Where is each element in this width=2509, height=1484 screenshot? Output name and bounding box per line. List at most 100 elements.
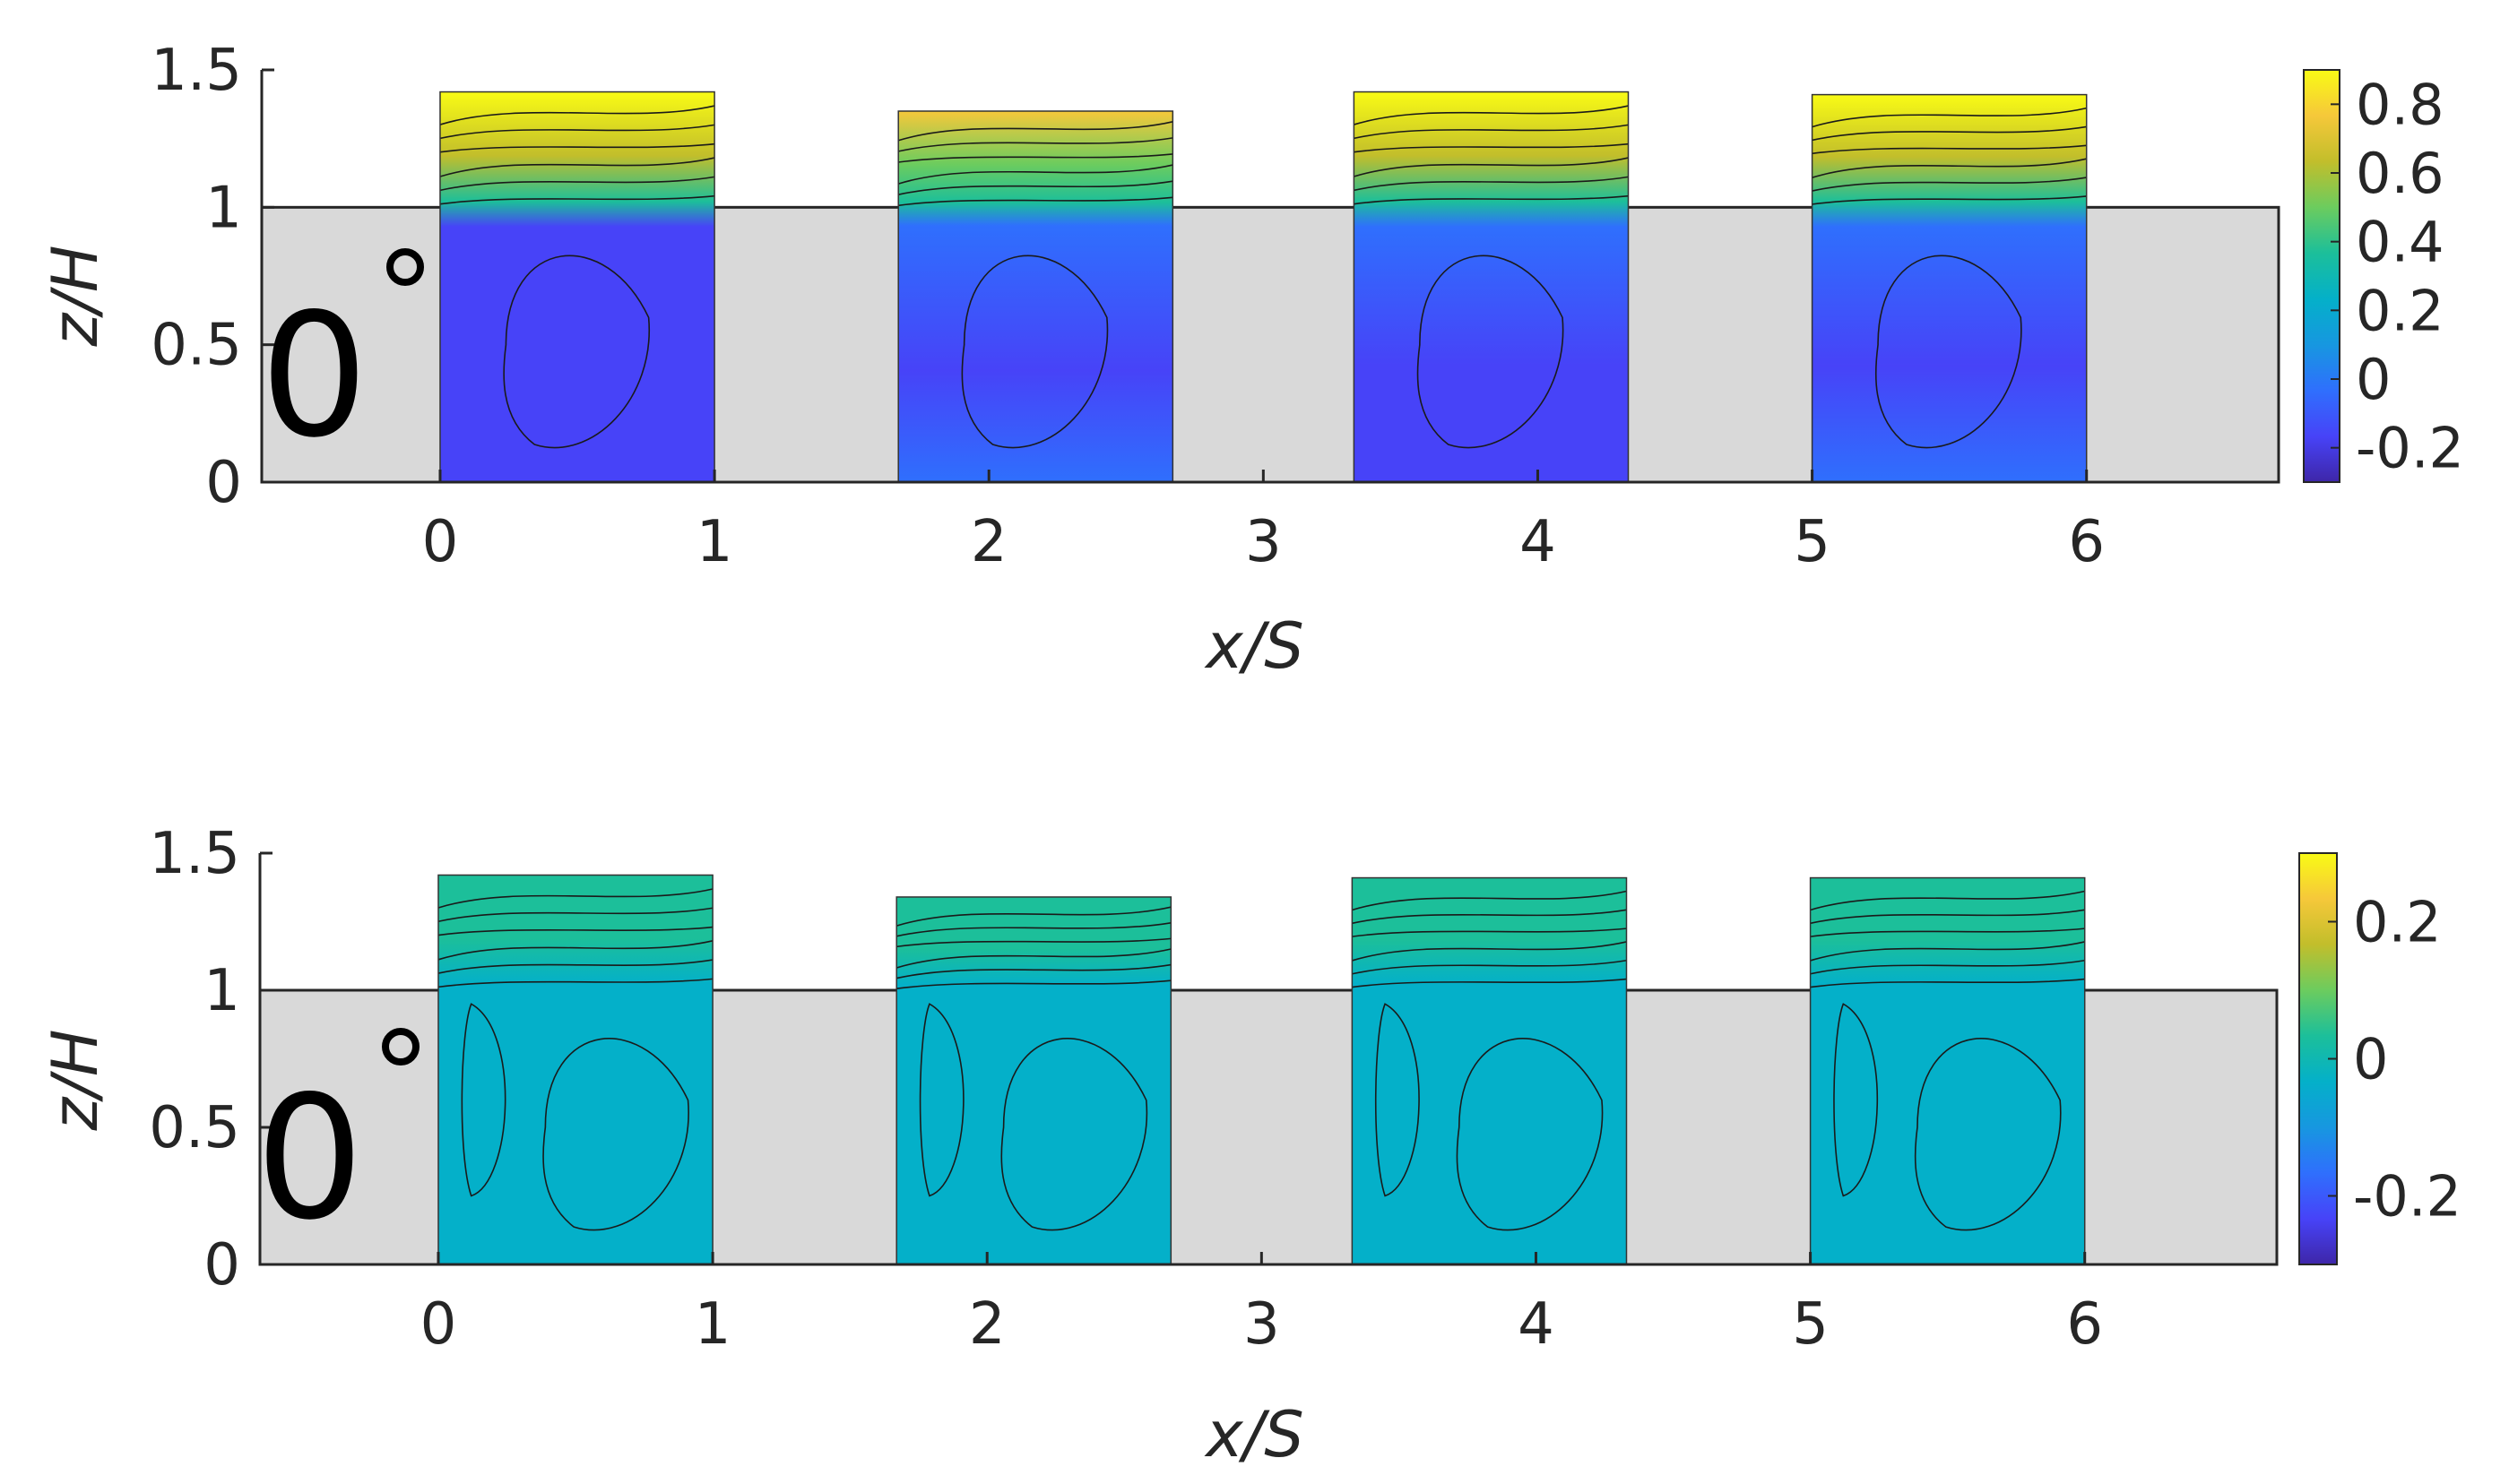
contour-loop bbox=[919, 1003, 965, 1197]
colorbar: -0.200.20.40.60.8 bbox=[2303, 69, 2464, 483]
contour-line bbox=[437, 940, 714, 961]
y-axis-label: z/H bbox=[39, 246, 112, 348]
contour-line bbox=[895, 906, 1172, 927]
colorbar-tick-label: -0.2 bbox=[2356, 416, 2464, 481]
y-tick-labels: 0 0.5 1 1.5 bbox=[151, 38, 242, 516]
contour-line bbox=[1810, 941, 2085, 962]
colorbar-tick-label: 0.2 bbox=[2356, 278, 2444, 343]
y-tick-labels: 0 0.5 1 1.5 bbox=[149, 821, 240, 1298]
x-tick-label: 0 bbox=[422, 509, 459, 575]
field-fill bbox=[1810, 877, 2085, 1264]
x-tick-label: 2 bbox=[971, 509, 1008, 575]
contour-line bbox=[1812, 158, 2087, 178]
window-field bbox=[1351, 876, 1628, 1265]
contour-line bbox=[896, 921, 1172, 937]
window-field bbox=[897, 110, 1174, 483]
contour-line bbox=[896, 937, 1172, 948]
contour-loop bbox=[461, 1003, 506, 1197]
colorbar-tick-label: 0.8 bbox=[2356, 72, 2444, 137]
contour-line bbox=[1352, 941, 1627, 962]
contour-line bbox=[437, 959, 714, 974]
contour-loop bbox=[1000, 1038, 1148, 1231]
contour-loop bbox=[1374, 1003, 1420, 1197]
field-fill bbox=[1354, 91, 1629, 483]
colorbar-tick-label: 0 bbox=[2353, 1027, 2388, 1092]
x-tick-label: 3 bbox=[1243, 1291, 1280, 1358]
contour-line bbox=[437, 978, 714, 988]
contour-line bbox=[896, 963, 1172, 979]
contour-line bbox=[898, 196, 1173, 207]
contour-loop bbox=[503, 255, 651, 449]
contour-line bbox=[1812, 125, 2087, 142]
angle-annotation: 0 bbox=[255, 1059, 364, 1257]
x-tick-label: 5 bbox=[1794, 509, 1830, 575]
contour-loop bbox=[1914, 1038, 2062, 1231]
contour-line bbox=[437, 888, 714, 909]
y-tick-label: 0.5 bbox=[151, 313, 242, 379]
colorbar-tick-label: 0.2 bbox=[2353, 890, 2442, 955]
y-tick-label: 1.5 bbox=[149, 821, 240, 887]
y-tick-label: 1 bbox=[203, 958, 240, 1024]
contour-line bbox=[437, 907, 714, 923]
colorbar-tick-label: -0.2 bbox=[2353, 1164, 2461, 1229]
contour-line bbox=[439, 105, 715, 125]
y-tick-label: 0.5 bbox=[149, 1095, 240, 1161]
x-tick-label: 1 bbox=[696, 509, 733, 575]
window-field bbox=[1811, 93, 2088, 483]
contour-line bbox=[898, 137, 1173, 152]
contour-line bbox=[439, 194, 715, 205]
contour-loop bbox=[961, 255, 1109, 449]
window-field bbox=[437, 874, 714, 1265]
contour-line bbox=[1810, 909, 2085, 925]
contour-line bbox=[1354, 157, 1629, 177]
colorbar: -0.2 0 0.2 bbox=[2298, 852, 2461, 1265]
x-tick-label: 0 bbox=[420, 1291, 457, 1358]
contour-line bbox=[1810, 959, 2085, 975]
contour-line bbox=[1810, 978, 2085, 988]
x-tick-labels: 0 1 2 3 4 5 6 bbox=[420, 1291, 2103, 1358]
field-fill bbox=[898, 111, 1173, 482]
y-axis-label: z/H bbox=[39, 1030, 112, 1132]
contour-line bbox=[898, 180, 1173, 195]
contour-line bbox=[1352, 890, 1627, 911]
x-tick-label: 5 bbox=[1792, 1291, 1829, 1358]
contour-line bbox=[1354, 105, 1629, 125]
contour-line bbox=[1810, 890, 2085, 911]
window-field bbox=[439, 91, 715, 483]
x-axis-label: x/S bbox=[1204, 609, 1303, 683]
angle-annotation: 0 bbox=[260, 277, 368, 475]
y-tick-label: 0 bbox=[205, 450, 242, 516]
contour-line bbox=[1812, 195, 2087, 205]
x-tick-label: 6 bbox=[2068, 509, 2105, 575]
field-fill bbox=[896, 896, 1172, 1264]
colorbar-tick-label: 0.4 bbox=[2356, 210, 2444, 275]
field-fill bbox=[1812, 94, 2087, 482]
y-tick-label: 0 bbox=[203, 1232, 240, 1298]
contour-line bbox=[897, 164, 1173, 185]
contour-line bbox=[1352, 928, 1627, 937]
contour-line bbox=[439, 176, 715, 192]
colorbar-gradient bbox=[2303, 69, 2340, 483]
x-tick-label: 3 bbox=[1245, 509, 1282, 575]
contour-line bbox=[439, 157, 715, 177]
field-fill bbox=[1352, 877, 1627, 1264]
degree-symbol bbox=[386, 248, 424, 286]
contour-loop bbox=[1833, 1003, 1879, 1197]
window-field bbox=[895, 896, 1172, 1265]
contour-line bbox=[1354, 142, 1629, 153]
field-fill bbox=[439, 91, 715, 483]
contour-line bbox=[437, 926, 714, 936]
contour-loop bbox=[1416, 255, 1564, 449]
colorbar-tick-label: 0.6 bbox=[2356, 141, 2444, 206]
contour-line bbox=[439, 124, 715, 140]
window-fields bbox=[437, 874, 2086, 1265]
contour-line bbox=[895, 948, 1172, 969]
contour-loop bbox=[542, 1038, 689, 1231]
contour-line bbox=[1812, 107, 2087, 128]
contour-line bbox=[1352, 959, 1627, 975]
contour-line bbox=[1354, 194, 1629, 205]
window-field bbox=[1809, 876, 2086, 1265]
